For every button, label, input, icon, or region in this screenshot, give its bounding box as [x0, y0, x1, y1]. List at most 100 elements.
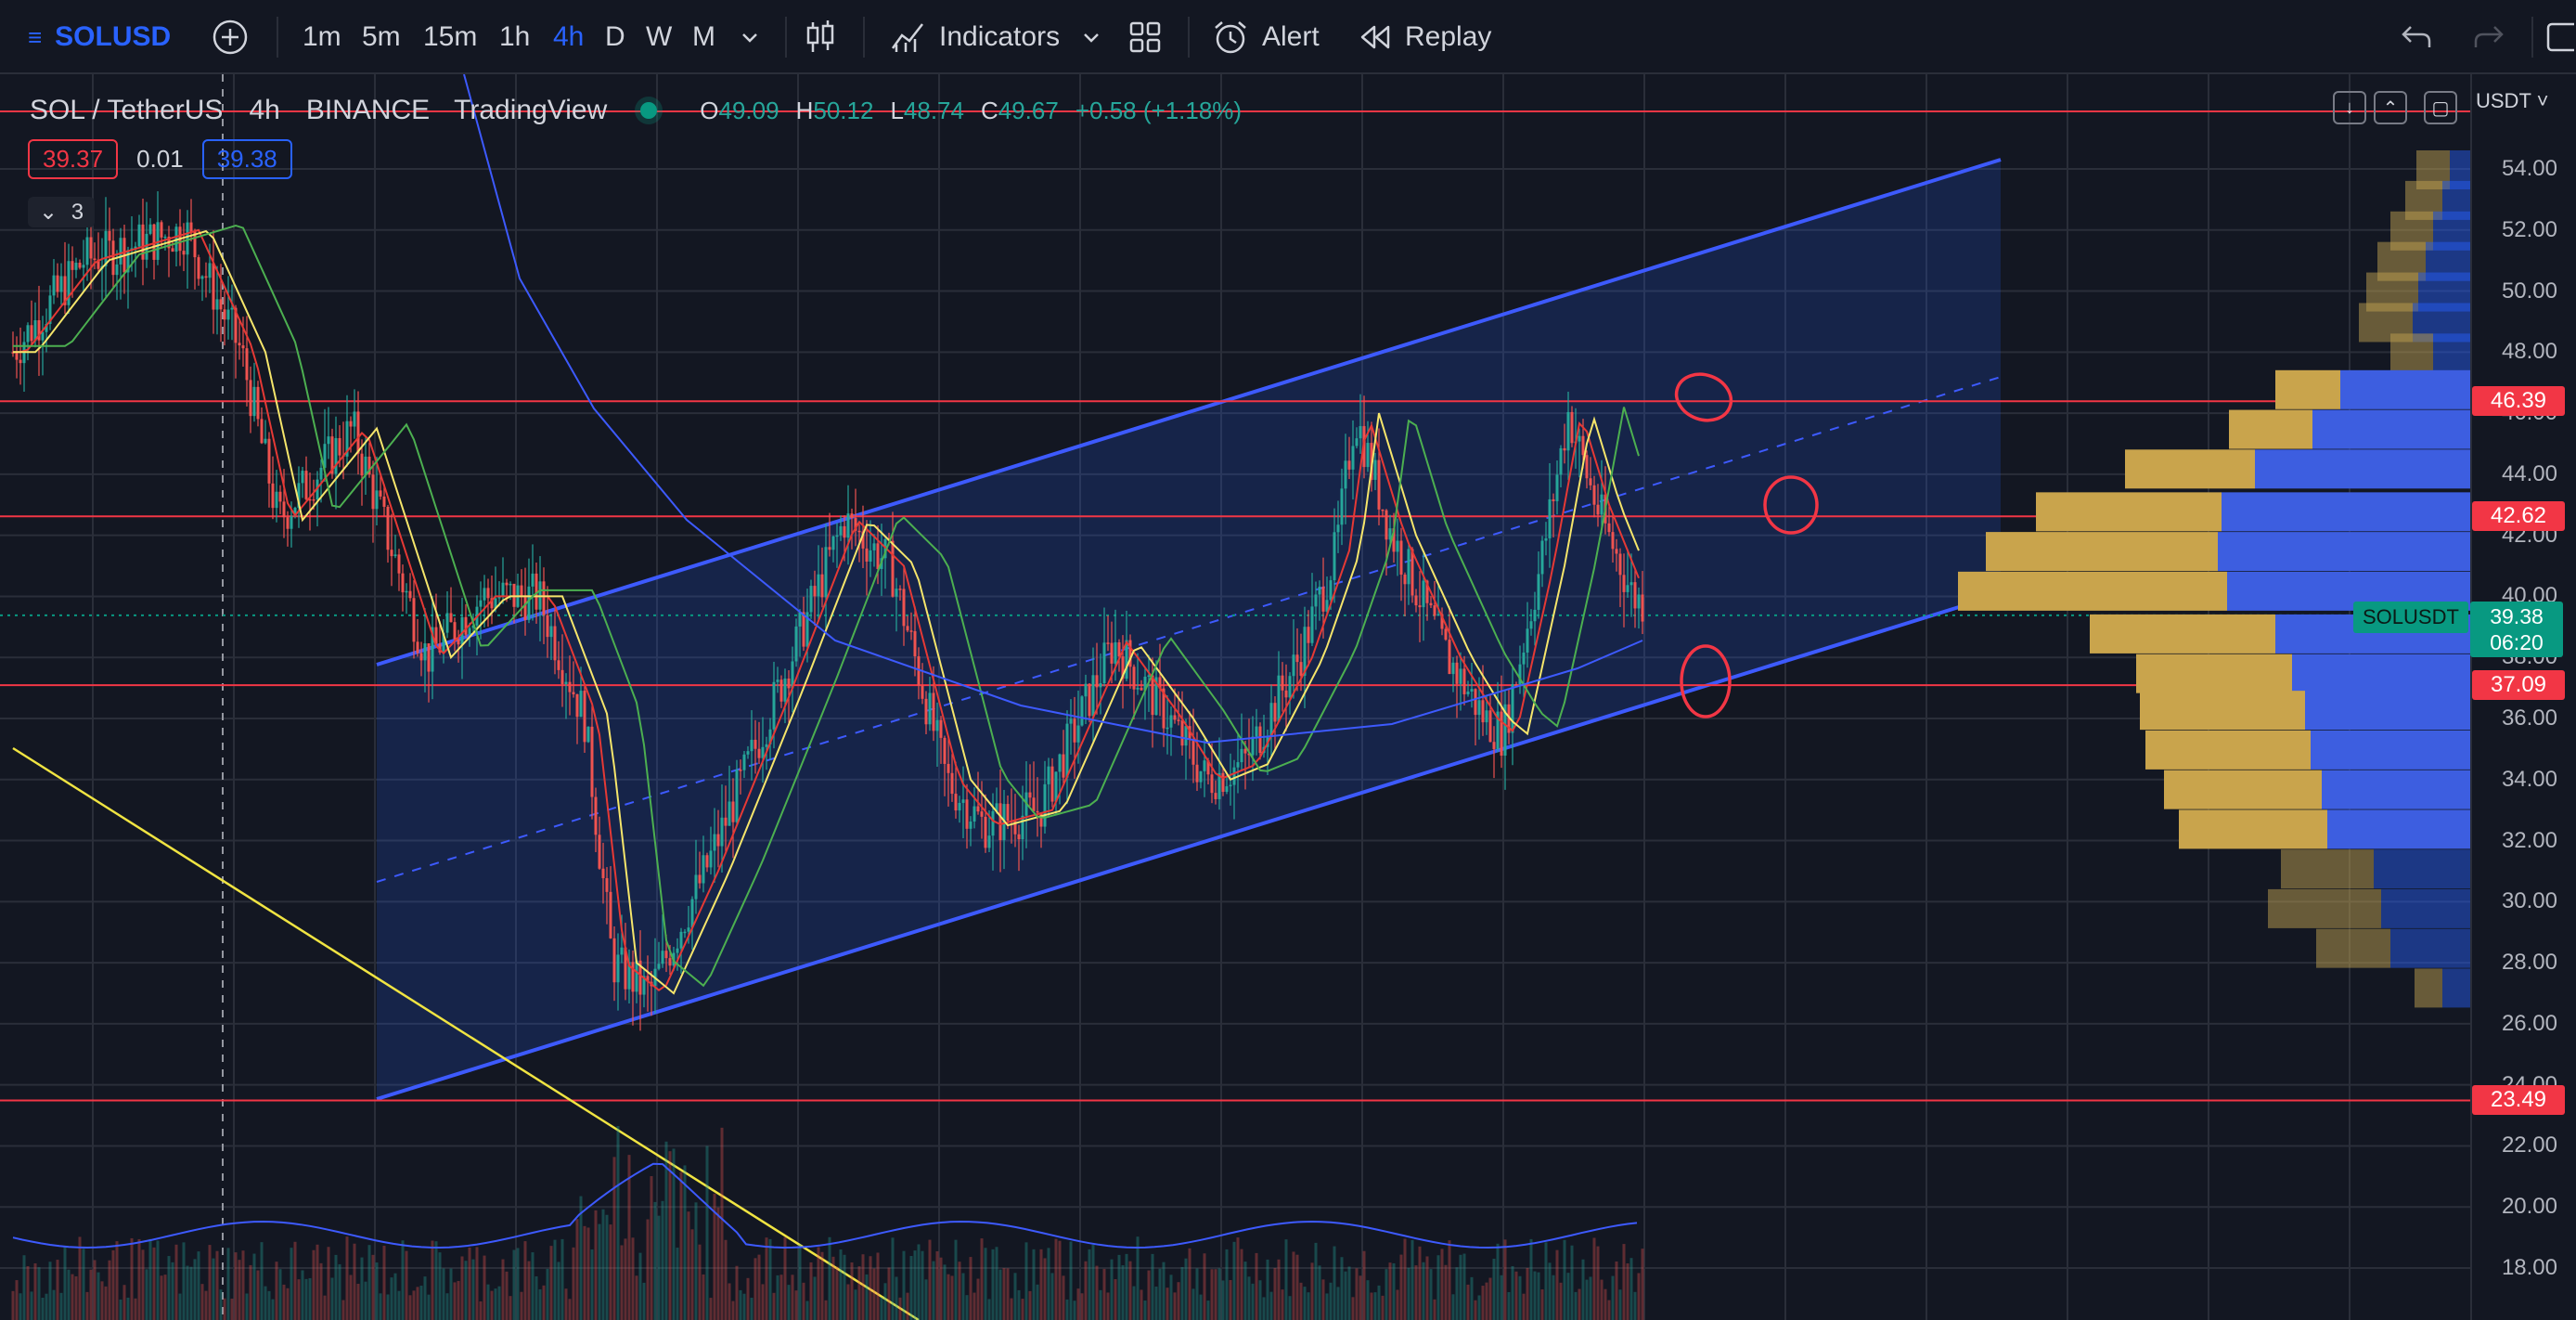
- interval-w[interactable]: W: [646, 21, 673, 52]
- candle-body: [1385, 510, 1388, 540]
- interval-d[interactable]: D: [605, 21, 625, 52]
- volume-bar: [319, 1262, 323, 1320]
- interval-m[interactable]: M: [692, 21, 715, 52]
- volume-bar: [1555, 1249, 1559, 1320]
- symbol-label: SOLUSD: [55, 21, 172, 52]
- candle-body: [921, 685, 924, 699]
- volume-bar: [1010, 1298, 1013, 1320]
- scroll-to-latest-button[interactable]: ↓: [2333, 91, 2366, 124]
- candle-body: [750, 739, 753, 752]
- add-symbol-button[interactable]: [212, 0, 249, 74]
- volume-bar: [1444, 1264, 1448, 1320]
- replay-button[interactable]: Replay: [1359, 0, 1491, 74]
- volume-bar: [1477, 1295, 1481, 1320]
- candle-body: [512, 583, 516, 607]
- candle-body: [1347, 460, 1351, 470]
- symbol-search-button[interactable]: ≡ SOLUSD: [28, 0, 171, 74]
- volume-bar: [59, 1292, 63, 1320]
- indicators-collapse-button[interactable]: ⌄ 3: [28, 197, 96, 227]
- sell-price-button[interactable]: 39.37: [28, 139, 119, 179]
- candle-body: [902, 589, 906, 627]
- layouts-button[interactable]: [1128, 0, 1162, 74]
- candle-body: [1050, 766, 1054, 802]
- collapsed-count: 3: [71, 200, 84, 225]
- intervals-dropdown[interactable]: [739, 0, 761, 74]
- volume-bar: [37, 1267, 41, 1320]
- candle-body: [1295, 654, 1299, 663]
- volume-bar: [535, 1276, 538, 1320]
- interval-5m[interactable]: 5m: [362, 21, 401, 52]
- candle-body: [405, 590, 408, 593]
- interval-1h[interactable]: 1h: [499, 21, 531, 52]
- candle-body: [353, 411, 356, 427]
- price-axis[interactable]: 54.0052.0050.0048.0046.0044.0042.0040.00…: [2470, 74, 2576, 1320]
- candle-body: [1592, 485, 1596, 505]
- candle-body: [115, 264, 119, 276]
- candle-body: [223, 309, 226, 320]
- fullscreen-button[interactable]: [2546, 0, 2574, 74]
- currency-selector[interactable]: USDT ˅: [2476, 89, 2548, 113]
- candle-body: [586, 726, 590, 743]
- volume-bar: [1121, 1265, 1125, 1320]
- candle-body: [382, 496, 386, 507]
- volume-bar: [909, 1255, 913, 1320]
- redo-button[interactable]: [2472, 0, 2505, 74]
- buy-price-button[interactable]: 39.38: [201, 139, 292, 179]
- candle-body: [772, 681, 776, 730]
- volume-bar: [1217, 1268, 1221, 1320]
- candle-body: [898, 589, 902, 590]
- volume-bar: [1225, 1249, 1229, 1320]
- volume-profile-bar: [2268, 888, 2381, 928]
- candle-body: [393, 554, 397, 557]
- candle-body: [995, 803, 998, 811]
- legend-title[interactable]: SOL / TetherUS: [30, 95, 224, 125]
- volume-bar: [1151, 1253, 1154, 1320]
- chart-pane[interactable]: [0, 74, 2576, 1320]
- volume-bar: [1366, 1280, 1370, 1320]
- bar-countdown: 06:20: [2490, 630, 2544, 654]
- volume-bar: [78, 1236, 82, 1320]
- volume-bar: [779, 1275, 783, 1320]
- candle-body: [620, 947, 624, 955]
- volume-bar: [200, 1284, 204, 1320]
- candle-body: [93, 258, 97, 260]
- volume-bar: [1336, 1287, 1340, 1320]
- interval-4h[interactable]: 4h: [553, 21, 585, 52]
- indicators-dropdown[interactable]: [1080, 0, 1102, 74]
- candle-body: [431, 627, 434, 672]
- volume-bar: [817, 1247, 820, 1320]
- interval-1m[interactable]: 1m: [303, 21, 341, 52]
- candle-body: [1088, 683, 1091, 717]
- candle-body: [371, 474, 375, 510]
- volume-bar: [861, 1254, 865, 1320]
- volume-bar: [976, 1278, 980, 1320]
- candle-body: [1258, 726, 1262, 754]
- volume-bar: [598, 1223, 601, 1320]
- volume-bar: [494, 1288, 497, 1320]
- candle-body: [553, 626, 557, 661]
- volume-bar: [969, 1257, 972, 1320]
- indicators-button[interactable]: Indicators: [889, 0, 1060, 74]
- price-chart[interactable]: [0, 74, 2470, 1320]
- volume-bar: [134, 1298, 137, 1320]
- level-price-label: 42.62: [2472, 501, 2565, 532]
- candle-body: [401, 573, 405, 593]
- candle-body: [345, 421, 349, 457]
- candle-body: [1177, 719, 1180, 721]
- candle-body: [26, 325, 30, 343]
- candle-body: [397, 554, 401, 574]
- volume-bar: [624, 1238, 627, 1320]
- volume-bar: [63, 1247, 67, 1320]
- undo-button[interactable]: [2400, 0, 2433, 74]
- alert-button[interactable]: Alert: [1212, 0, 1320, 74]
- volume-profile-bar: [2292, 654, 2470, 693]
- volume-bar: [375, 1262, 379, 1320]
- collapse-pane-button[interactable]: ⌃: [2374, 91, 2407, 124]
- interval-15m[interactable]: 15m: [423, 21, 478, 52]
- chart-type-button[interactable]: [804, 0, 837, 74]
- volume-bar: [809, 1262, 813, 1320]
- candle-body: [609, 891, 612, 938]
- menu-icon: ≡: [28, 22, 43, 51]
- maximize-pane-button[interactable]: ▢: [2424, 91, 2457, 124]
- candle-body: [857, 530, 861, 533]
